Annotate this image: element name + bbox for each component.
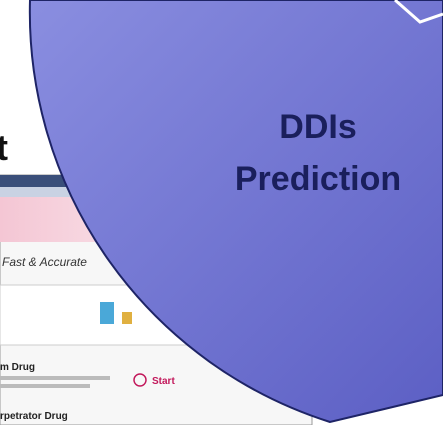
item-label: m Drug — [0, 362, 35, 373]
text-placeholder — [0, 384, 90, 388]
left-fragment: t — [0, 127, 8, 168]
icon — [122, 312, 132, 324]
shape-title: DDIs — [279, 108, 356, 146]
icon — [100, 302, 114, 324]
shape-title: Prediction — [235, 160, 401, 198]
tagline: Fast & Accurate — [2, 255, 87, 269]
slide: t Fast & Accurate m Drug Start rpetrator… — [0, 0, 443, 425]
text-placeholder — [0, 376, 110, 380]
item-label: rpetrator Drug — [0, 411, 68, 422]
start-button[interactable]: Start — [152, 376, 175, 387]
